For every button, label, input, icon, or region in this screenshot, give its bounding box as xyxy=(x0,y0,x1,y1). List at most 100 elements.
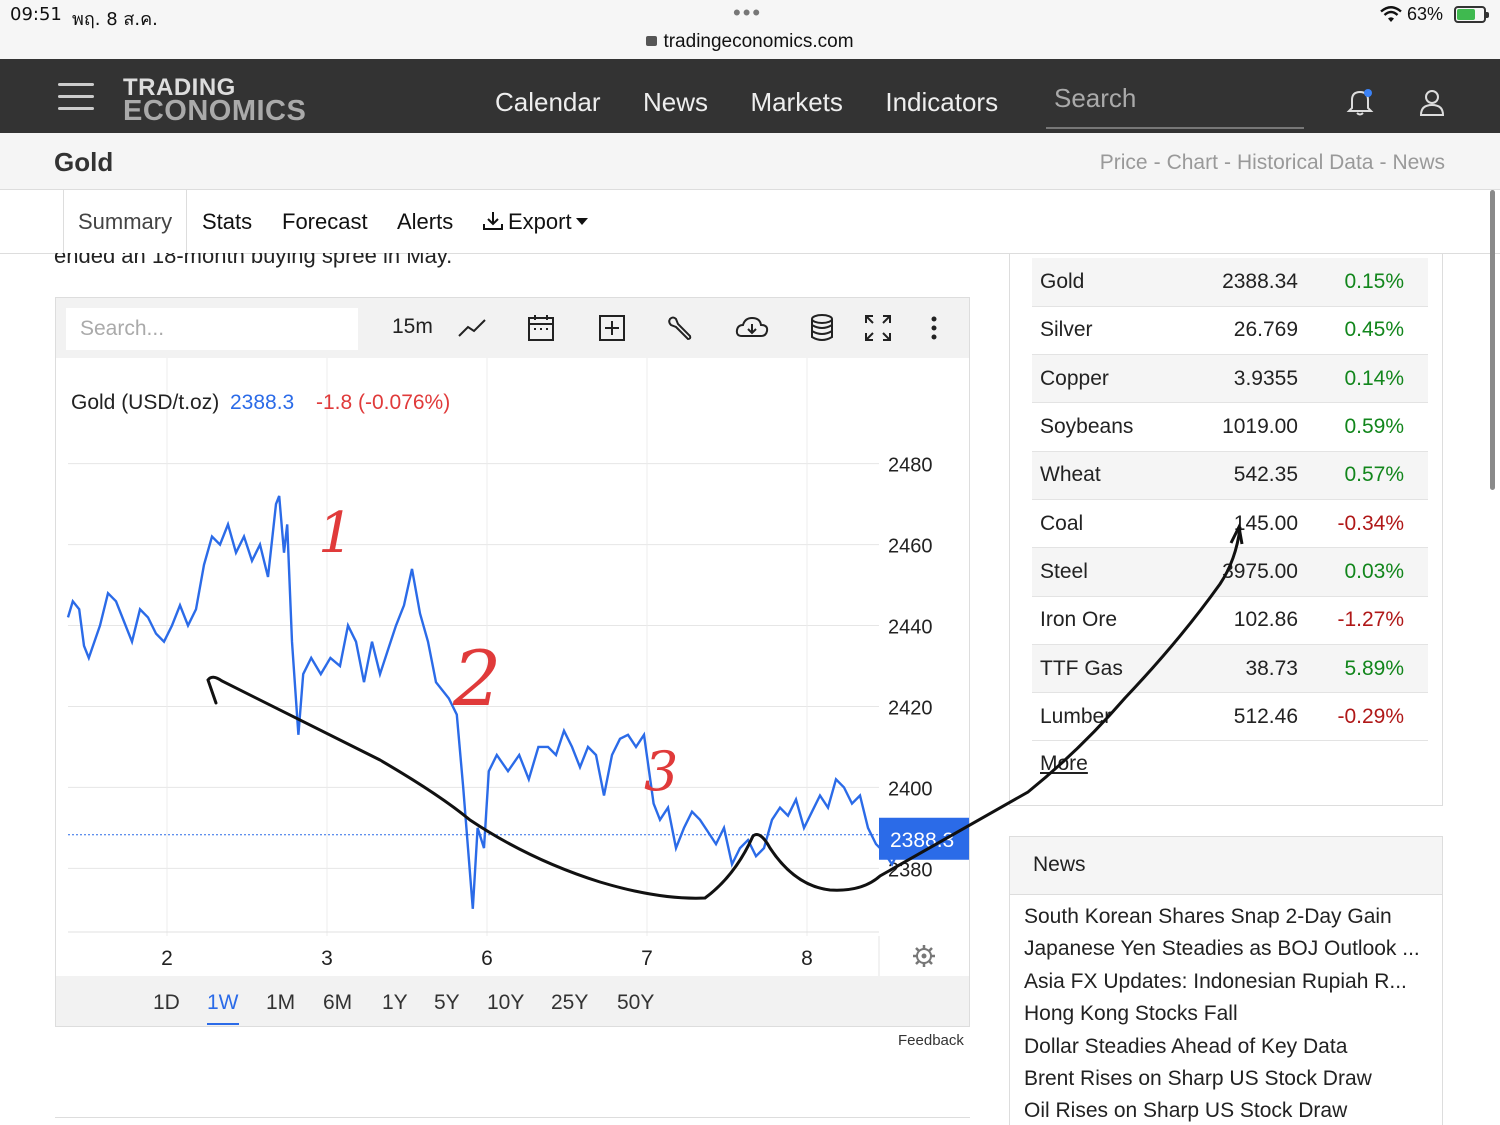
commodity-change: 0.03% xyxy=(1302,547,1428,597)
commodity-row[interactable]: Iron Ore 102.86 -1.27% xyxy=(1032,596,1428,645)
commodity-name[interactable]: Coal xyxy=(1032,499,1182,549)
caret-down-icon xyxy=(575,218,588,225)
news-item[interactable]: Dollar Steadies Ahead of Key Data xyxy=(1024,1034,1348,1058)
feedback-link[interactable]: Feedback xyxy=(898,1032,964,1049)
tab-stats[interactable]: Stats xyxy=(202,209,253,234)
page-title: Gold xyxy=(54,147,114,177)
range-1y[interactable]: 1Y xyxy=(382,991,408,1014)
chart-grid xyxy=(68,358,879,936)
tab-summary[interactable]: Summary xyxy=(63,190,187,254)
commodity-row[interactable]: TTF Gas 38.73 5.89% xyxy=(1032,644,1428,694)
tab-bar: Summary Stats Forecast Alerts Export xyxy=(0,190,1500,254)
address-bar[interactable]: tradingeconomics.com xyxy=(0,31,1500,53)
chart-settings-icon[interactable] xyxy=(913,945,935,967)
fullscreen-icon[interactable] xyxy=(862,312,894,344)
range-1m[interactable]: 1M xyxy=(266,991,296,1014)
commodity-name[interactable]: TTF Gas xyxy=(1032,644,1182,694)
commodity-price: 542.35 xyxy=(1182,451,1302,500)
news-item[interactable]: Brent Rises on Sharp US Stock Draw xyxy=(1024,1066,1372,1090)
range-6m[interactable]: 6M xyxy=(323,991,353,1014)
menu-icon[interactable] xyxy=(58,83,94,111)
sublink-historical-data[interactable]: Historical Data xyxy=(1236,151,1374,174)
commodity-name[interactable]: Steel xyxy=(1032,547,1182,597)
more-vertical-icon[interactable] xyxy=(918,312,950,344)
nav-indicators[interactable]: Indicators xyxy=(885,87,999,117)
commodity-row[interactable]: Steel 3975.00 0.03% xyxy=(1032,547,1428,597)
commodity-row[interactable]: Soybeans 1019.00 0.59% xyxy=(1032,402,1428,452)
sublink-chart[interactable]: Chart xyxy=(1166,151,1218,174)
range-10y[interactable]: 10Y xyxy=(487,991,525,1014)
commodity-name[interactable]: Soybeans xyxy=(1032,402,1182,452)
cloud-download-icon[interactable] xyxy=(734,312,770,344)
chart-toolbar: 15m xyxy=(56,298,969,358)
nav-news[interactable]: News xyxy=(642,87,708,117)
next-panel-edge xyxy=(55,1117,970,1125)
compare-add-icon[interactable] xyxy=(596,312,628,344)
bell-icon[interactable] xyxy=(1346,87,1374,117)
commodity-price: 1019.00 xyxy=(1182,402,1302,452)
commodity-change: 0.59% xyxy=(1302,402,1428,452)
commodity-row[interactable]: Copper 3.9355 0.14% xyxy=(1032,354,1428,404)
status-bar: 09:51 พฤ. 8 ส.ค. ••• tradingeconomics.co… xyxy=(0,0,1500,59)
line-chart-icon[interactable] xyxy=(456,312,488,344)
news-item[interactable]: South Korean Shares Snap 2-Day Gain xyxy=(1024,905,1392,928)
database-icon[interactable] xyxy=(806,312,838,344)
download-icon xyxy=(483,212,503,230)
commodity-name[interactable]: Iron Ore xyxy=(1032,596,1182,645)
tab-forecast[interactable]: Forecast xyxy=(282,209,368,234)
x-tick-label: 8 xyxy=(801,947,813,970)
news-heading: News xyxy=(1010,837,1442,895)
commodity-change: -0.29% xyxy=(1302,692,1428,742)
interval-selector[interactable]: 15m xyxy=(392,315,433,338)
logo-line-1: TRADING xyxy=(123,74,236,101)
price-chart[interactable]: Gold (USD/t.oz) 2388.3 -1.8 (-0.076%) 23… xyxy=(56,358,969,976)
news-item[interactable]: Hong Kong Stocks Fall xyxy=(1024,1002,1238,1026)
x-tick-label: 6 xyxy=(481,947,493,970)
news-item[interactable]: Japanese Yen Steadies as BOJ Outlook ... xyxy=(1024,937,1420,961)
site-logo[interactable]: TRADING ECONOMICS xyxy=(123,74,307,127)
wrench-icon[interactable] xyxy=(664,312,696,344)
commodities-panel: Gold 2388.34 0.15% Silver 26.769 0.45% Copper 3… xyxy=(1009,254,1443,806)
range-5y[interactable]: 5Y xyxy=(434,991,460,1014)
commodity-change: -0.34% xyxy=(1302,499,1428,549)
range-1d[interactable]: 1D xyxy=(153,991,180,1014)
commodity-change: -1.27% xyxy=(1302,596,1428,645)
nav-markets[interactable]: Markets xyxy=(750,87,843,117)
battery-icon xyxy=(1454,6,1489,23)
intro-text: ended an 18-month buying spree in May. xyxy=(54,243,453,268)
commodity-name[interactable]: Copper xyxy=(1032,354,1182,404)
commodity-name[interactable]: Gold xyxy=(1032,258,1182,307)
nav-calendar[interactable]: Calendar xyxy=(495,87,601,117)
news-item[interactable]: Oil Rises on Sharp US Stock Draw xyxy=(1024,1099,1348,1123)
commodity-row[interactable]: Lumber 512.46 -0.29% xyxy=(1032,692,1428,742)
commodity-name[interactable]: Lumber xyxy=(1032,692,1182,742)
y-tick-label: 2420 xyxy=(888,697,933,719)
tab-alerts[interactable]: Alerts xyxy=(397,209,454,234)
commodity-row[interactable]: Coal 145.00 -0.34% xyxy=(1032,499,1428,549)
sublink-price[interactable]: Price xyxy=(1099,151,1148,174)
range-1w[interactable]: 1W xyxy=(207,991,239,1025)
nav-search-input[interactable] xyxy=(1046,83,1296,114)
range-25y[interactable]: 25Y xyxy=(551,991,589,1014)
commodity-name[interactable]: Silver xyxy=(1032,306,1182,356)
chart-search-input[interactable] xyxy=(66,308,358,350)
commodity-row[interactable]: Gold 2388.34 0.15% xyxy=(1032,258,1428,307)
top-navbar: TRADING ECONOMICS Calendar News Markets … xyxy=(0,59,1500,133)
calendar-icon[interactable] xyxy=(525,312,557,344)
multitask-dots-icon[interactable]: ••• xyxy=(733,0,763,25)
commodity-row[interactable]: Silver 26.769 0.45% xyxy=(1032,306,1428,356)
news-item[interactable]: Asia FX Updates: Indonesian Rupiah R... xyxy=(1024,969,1407,993)
chart-change: -1.8 (-0.076%) xyxy=(316,391,450,414)
chart-last-price: 2388.3 xyxy=(230,391,294,414)
main-nav: Calendar News Markets Indicators xyxy=(495,87,1036,118)
sublink-news[interactable]: News xyxy=(1392,151,1445,174)
user-icon[interactable] xyxy=(1418,87,1446,117)
tab-export[interactable]: Export xyxy=(482,190,588,254)
commodity-name[interactable]: Wheat xyxy=(1032,451,1182,500)
range-50y[interactable]: 50Y xyxy=(617,991,655,1014)
commodity-row[interactable]: Wheat 542.35 0.57% xyxy=(1032,451,1428,500)
commodity-price: 2388.34 xyxy=(1182,258,1302,307)
page-scrollbar[interactable] xyxy=(1490,190,1495,490)
more-link[interactable]: More xyxy=(1040,752,1088,775)
logo-line-2: ECONOMICS xyxy=(123,95,307,127)
